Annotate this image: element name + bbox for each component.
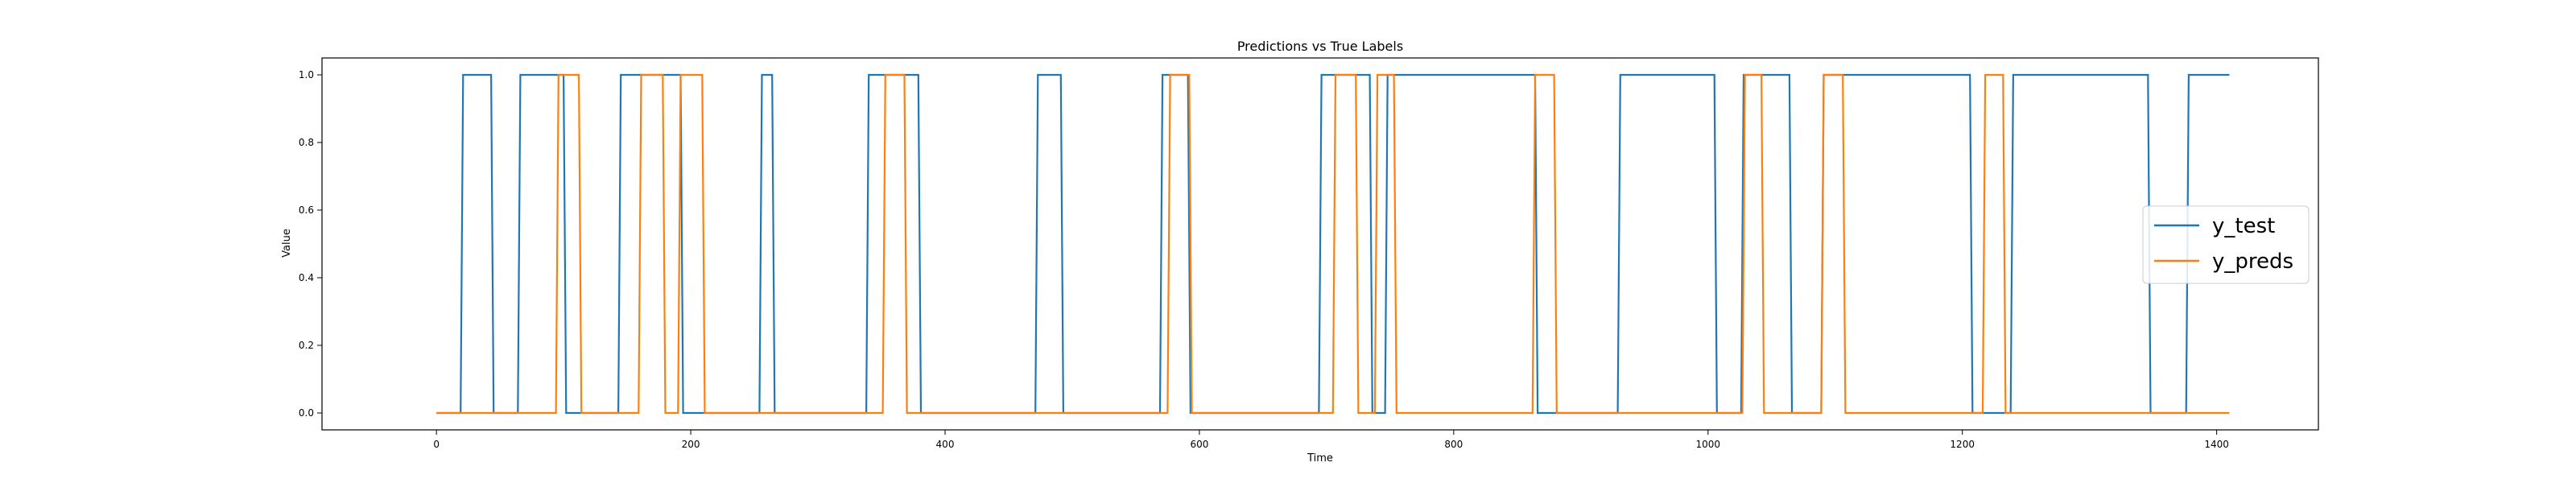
x-tick-label: 0 — [433, 439, 440, 450]
y-tick-label: 0.0 — [299, 407, 314, 419]
y-axis-label: Value — [281, 229, 293, 258]
plot-area — [321, 57, 2319, 431]
y-tick-label: 1.0 — [299, 69, 314, 80]
x-axis-ticks: 0 200 400 600 800 1000 1200 1400 — [433, 430, 2229, 450]
y-tick-label: 0.4 — [299, 272, 314, 283]
chart-title: Predictions vs True Labels — [1237, 39, 1403, 54]
legend-label-y_test: y_test — [2212, 214, 2275, 238]
x-tick-label: 800 — [1444, 439, 1463, 450]
x-axis-label: Time — [1307, 452, 1333, 464]
legend: y_test y_preds — [2142, 205, 2310, 284]
series-layer — [436, 73, 2230, 415]
legend-label-y_preds: y_preds — [2212, 250, 2293, 274]
x-tick-label: 200 — [682, 439, 700, 450]
plot-frame — [321, 57, 2319, 431]
series-line-y_preds — [436, 73, 2230, 415]
x-tick-label: 400 — [936, 439, 955, 450]
y-tick-label: 0.2 — [299, 340, 314, 351]
y-tick-label: 0.8 — [299, 137, 314, 148]
x-tick-label: 1400 — [2204, 439, 2229, 450]
x-tick-label: 600 — [1190, 439, 1208, 450]
x-tick-label: 1000 — [1696, 439, 1721, 450]
x-tick-label: 1200 — [1950, 439, 1975, 450]
y-axis-ticks: 0.0 0.2 0.4 0.6 0.8 1.0 — [299, 69, 322, 419]
y-tick-label: 0.6 — [299, 204, 314, 216]
